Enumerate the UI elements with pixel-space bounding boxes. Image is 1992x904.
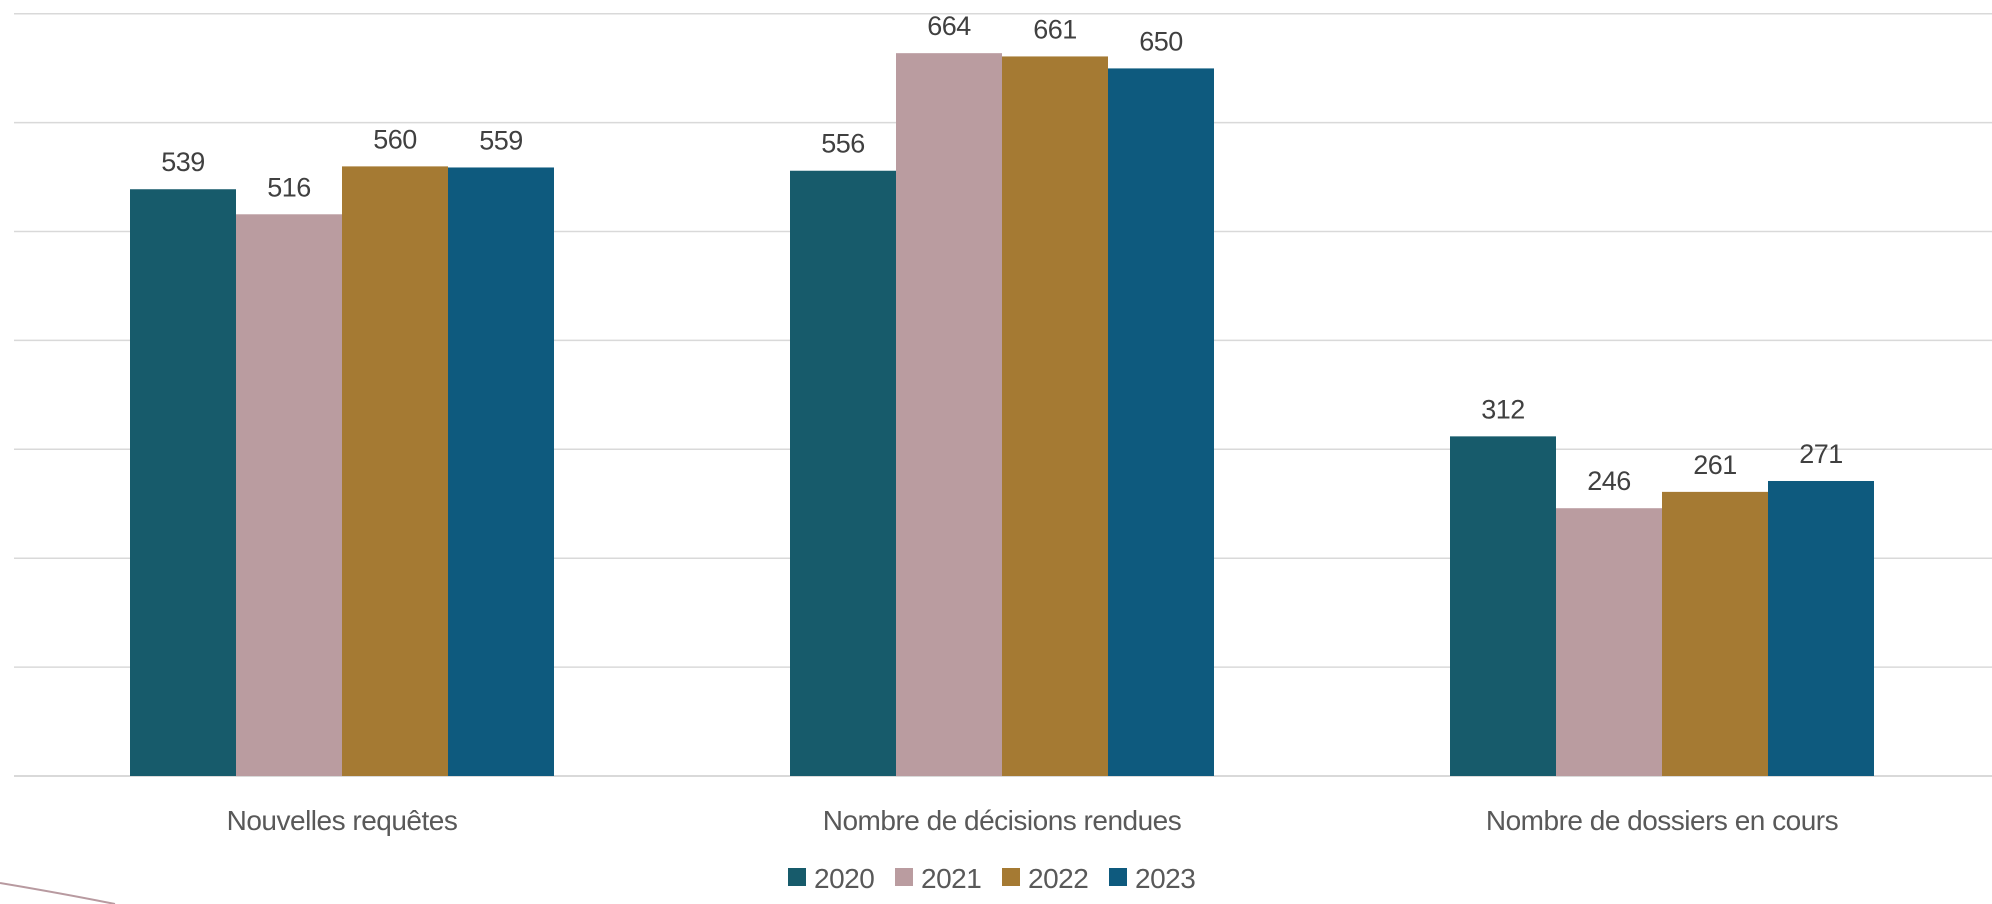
decorative-curve [0, 882, 116, 904]
legend-swatch-2023 [1109, 868, 1127, 886]
bar-2023-2 [1108, 68, 1214, 776]
category-label-2: Nombre de décisions rendues [823, 805, 1181, 836]
data-label-2023-2: 650 [1139, 26, 1183, 56]
data-label-2020-3: 312 [1481, 394, 1525, 424]
bar-2023-1 [448, 167, 554, 776]
data-label-2021-3: 246 [1587, 466, 1631, 496]
bar-2020-3 [1450, 436, 1556, 776]
bar-2023-3 [1768, 480, 1874, 776]
category-label-3: Nombre de dossiers en cours [1486, 805, 1838, 836]
legend-label-2020: 2020 [814, 863, 874, 894]
legend-label-2022: 2022 [1028, 863, 1088, 894]
data-label-2020-1: 539 [161, 147, 205, 177]
bar-2022-3 [1662, 491, 1768, 776]
data-label-2020-2: 556 [821, 129, 865, 159]
data-label-2022-1: 560 [373, 124, 417, 154]
bar-2020-1 [130, 189, 236, 776]
legend-swatch-2020 [788, 868, 806, 886]
data-label-2021-1: 516 [267, 172, 311, 202]
legend-label-2023: 2023 [1135, 863, 1195, 894]
legend-swatch-2022 [1002, 868, 1020, 886]
bar-2021-2 [896, 53, 1002, 776]
data-label-2023-3: 271 [1799, 439, 1843, 469]
bar-2020-2 [790, 170, 896, 776]
data-labels: 539 516 560 559 556 664 661 650 312 246 261 271 [161, 11, 1843, 496]
legend-swatch-2021 [895, 868, 913, 886]
bar-2022-2 [1002, 56, 1108, 776]
data-label-2022-2: 661 [1033, 14, 1077, 44]
category-axis: Nouvelles requêtes Nombre de décisions re… [227, 805, 1839, 836]
bars [130, 53, 1874, 776]
data-label-2023-1: 559 [479, 125, 523, 155]
data-label-2021-2: 664 [927, 11, 971, 41]
data-label-2022-3: 261 [1693, 450, 1737, 480]
bar-2021-3 [1556, 508, 1662, 776]
bar-2022-1 [342, 166, 448, 776]
category-label-1: Nouvelles requêtes [227, 805, 458, 836]
legend: 2020 2021 2022 2023 [788, 863, 1196, 894]
legend-label-2021: 2021 [921, 863, 981, 894]
bar-2021-1 [236, 214, 342, 776]
